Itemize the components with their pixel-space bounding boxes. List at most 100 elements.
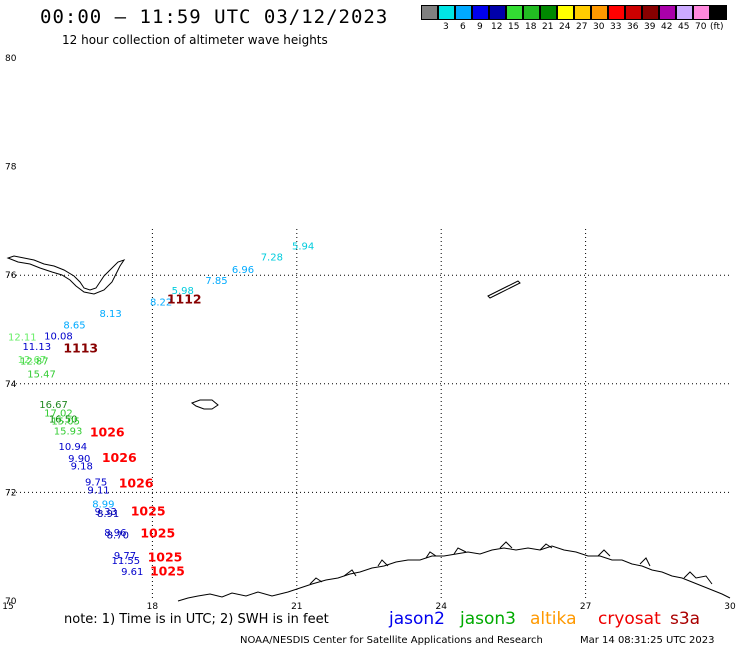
legend-label: 6	[460, 22, 466, 32]
wave-height-value: 8.70	[107, 531, 129, 542]
latitude-labels: 80 78 76 74 72 70	[5, 54, 17, 607]
longitude-label: 30	[724, 602, 736, 610]
wave-height-value: 12.87	[20, 356, 49, 367]
pass-time-label: 1025	[150, 563, 185, 578]
svalbard-coast	[6, 255, 126, 295]
legend-label: 33	[610, 22, 622, 32]
wave-height-value: 15.47	[27, 369, 56, 380]
legend-swatch	[523, 5, 540, 20]
bear-island	[190, 399, 219, 410]
wave-height-value: 9.77	[114, 551, 136, 562]
legend-swatch	[591, 5, 608, 20]
longitude-label: 21	[291, 602, 302, 610]
wave-height-value: 17.02	[44, 408, 73, 419]
wave-height-value: 11.13	[22, 342, 51, 353]
wave-height-value: 7.28	[261, 253, 283, 264]
norway-coast	[177, 545, 731, 602]
credit-line: NOAA/NESDIS Center for Satellite Applica…	[240, 635, 543, 646]
wave-height-value: 8.22	[150, 298, 172, 309]
wave-height-value: 6.96	[232, 265, 254, 276]
hopen-island	[487, 280, 521, 299]
legend-swatch	[438, 5, 455, 20]
wave-height-value: 9.18	[71, 462, 93, 473]
wave-height-value: 8.13	[99, 309, 121, 320]
satellite-name: jason2	[389, 609, 445, 629]
wave-height-value: 16.50	[49, 414, 78, 425]
footer-note: note: 1) Time is in UTC; 2) SWH is in fe…	[64, 612, 329, 627]
wave-height-value: 10.94	[59, 442, 88, 453]
latitude-label: 76	[5, 271, 17, 281]
wave-height-value: 15.05	[51, 417, 80, 428]
legend-label: 12	[491, 22, 503, 32]
legend-swatch	[574, 5, 591, 20]
lat-lon-grid	[8, 229, 730, 601]
legend-label: 24	[559, 22, 571, 32]
longitude-labels: 15 18 21 24 27 30	[2, 602, 736, 610]
legend-label: 3	[443, 22, 449, 32]
satellite-name: cryosat	[598, 609, 661, 629]
wave-height-value: 9.90	[68, 454, 90, 465]
legend-swatch	[421, 5, 438, 20]
generation-timestamp: Mar 14 08:31:25 UTC 2023	[580, 635, 715, 646]
wave-height-value: 12.11	[8, 332, 37, 343]
pass-time-label: 1112	[167, 291, 202, 306]
wave-height-value: 9.11	[87, 485, 109, 496]
legend-swatch	[506, 5, 523, 20]
legend-label: 42	[661, 22, 673, 32]
legend-label: 36	[627, 22, 639, 32]
pass-time-label: 1025	[148, 549, 183, 564]
legend-label: 9	[477, 22, 483, 32]
wave-height-value: 9.61	[121, 567, 143, 578]
pass-time-label: 1025	[140, 525, 175, 540]
norway-fjords	[309, 541, 713, 585]
legend-swatch	[676, 5, 693, 20]
legend-swatch	[472, 5, 489, 20]
legend-label: (ft)	[710, 22, 724, 32]
latitude-label: 72	[5, 488, 16, 498]
legend-label: 21	[542, 22, 554, 32]
pass-time-label: 1113	[63, 340, 98, 355]
satellite-name: s3a	[670, 609, 701, 629]
legend-swatch	[455, 5, 472, 20]
legend-swatch	[659, 5, 676, 20]
legend-swatch	[642, 5, 659, 20]
pass-time-label: 1026	[102, 450, 137, 465]
pass-time-label: 1026	[119, 476, 154, 491]
latitude-label: 74	[5, 380, 17, 390]
legend-label: 18	[525, 22, 537, 32]
map-subtitle: 12 hour collection of altimeter wave hei…	[62, 33, 328, 47]
wave-height-value: 8.99	[92, 500, 114, 511]
wave-height-value: 5.98	[172, 286, 194, 297]
wave-height-value: 8.96	[104, 528, 126, 539]
map-title: 00:00 – 11:59 UTC 03/12/2023	[40, 6, 389, 28]
wave-height-value: 9.75	[85, 477, 107, 488]
satellite-name: altika	[530, 609, 577, 629]
wave-height-value: 7.85	[205, 276, 227, 287]
legend-swatch	[625, 5, 642, 20]
legend-swatch	[608, 5, 625, 20]
legend-swatch	[557, 5, 574, 20]
legend-swatch	[693, 5, 710, 20]
legend-label: 39	[644, 22, 656, 32]
longitude-label: 18	[147, 602, 159, 610]
legend-label: 30	[593, 22, 605, 32]
wave-height-value: 9.33	[95, 507, 117, 518]
longitude-label: 27	[580, 602, 591, 610]
wave-height-value: 15.93	[54, 426, 83, 437]
satellite-name: jason3	[460, 609, 516, 629]
latitude-label: 80	[5, 54, 17, 64]
legend-swatch	[710, 5, 727, 20]
longitude-label: 24	[435, 602, 447, 610]
legend-swatch	[540, 5, 557, 20]
latitude-label: 70	[5, 597, 17, 607]
wave-height-value: 10.08	[44, 331, 73, 342]
legend-label: 15	[508, 22, 520, 32]
legend-label: 27	[576, 22, 588, 32]
wave-height-value: 16.67	[39, 400, 68, 411]
wave-height-value: 11.55	[111, 556, 140, 567]
coastline	[6, 255, 731, 602]
pass-time-label: 1026	[90, 424, 125, 439]
